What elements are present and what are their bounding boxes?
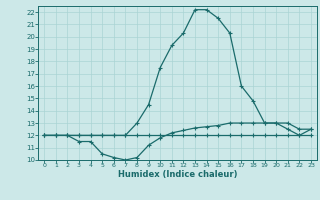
X-axis label: Humidex (Indice chaleur): Humidex (Indice chaleur) bbox=[118, 170, 237, 179]
